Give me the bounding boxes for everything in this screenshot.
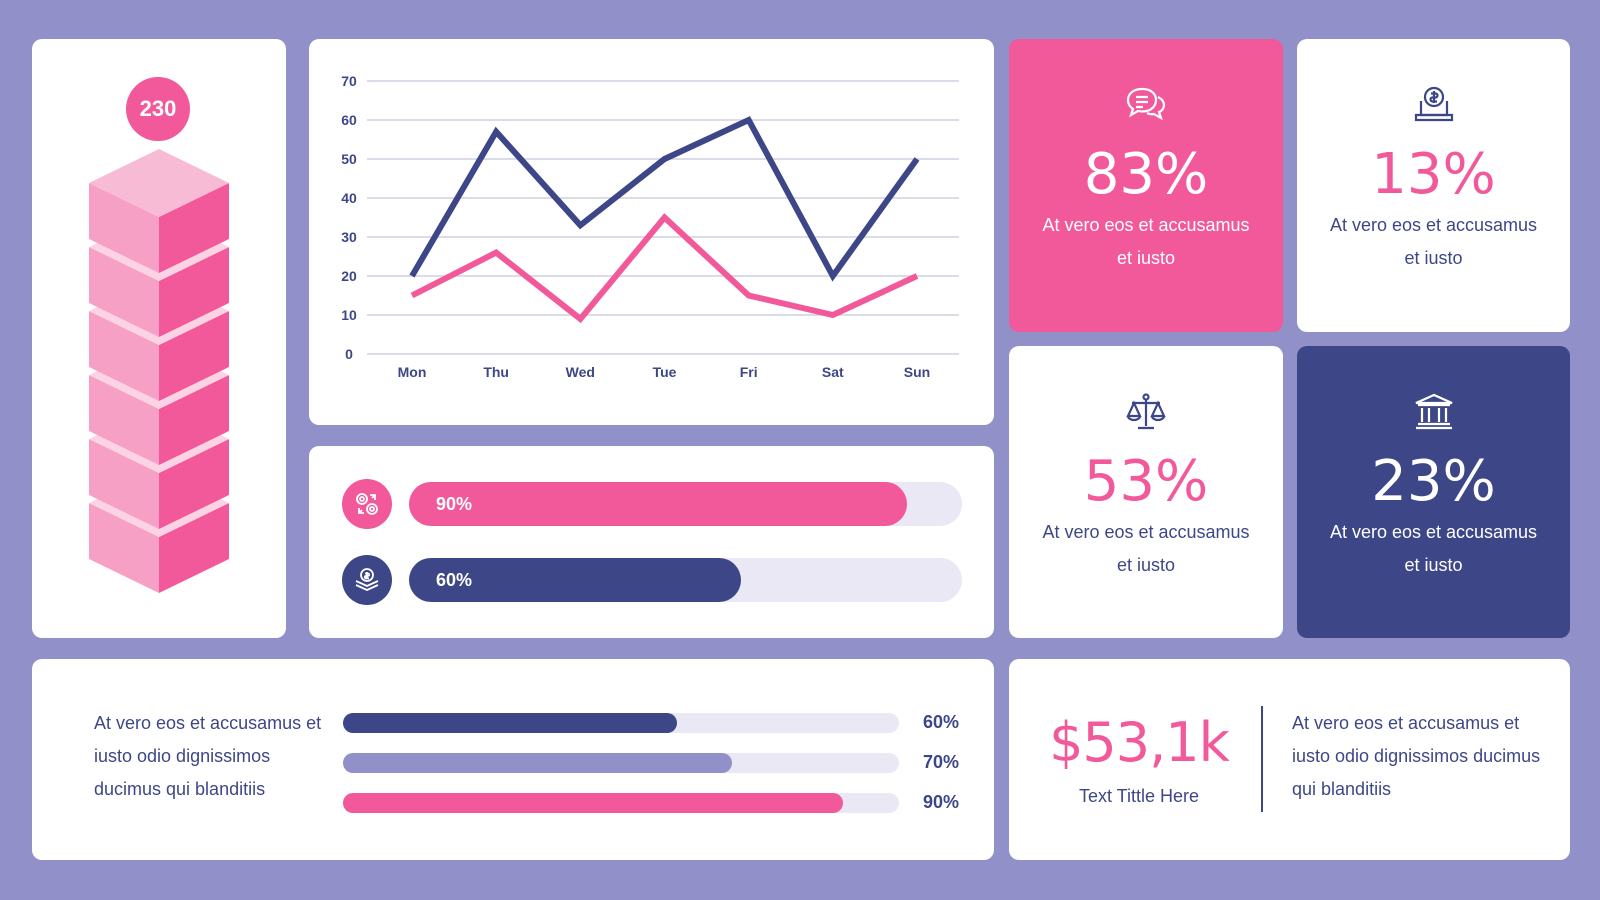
x-tick-label: Tue	[653, 364, 677, 380]
stacked-blocks-graphic	[89, 149, 229, 593]
bars-description: At vero eos et accusamus et iusto odio d…	[94, 713, 322, 799]
stat-value-1: 83%	[1083, 142, 1209, 207]
money-card: $53,1k Text Tittle Here At vero eos et a…	[1009, 659, 1570, 860]
x-tick-label: Sat	[822, 364, 844, 380]
stat-text-3: At vero eos et accusamus et iusto	[1042, 522, 1250, 575]
stat-value-2: 13%	[1371, 142, 1496, 207]
y-tick-label: 60	[341, 112, 357, 128]
stat-text-1: At vero eos et accusamus et iusto	[1042, 215, 1250, 268]
scales-icon	[1124, 390, 1168, 434]
progress-row-1: 90%	[342, 479, 962, 529]
x-tick-label: Fri	[740, 364, 758, 380]
progress-row-2: 60%	[342, 555, 962, 605]
x-tick-label: Sun	[904, 364, 930, 380]
money-value: $53,1k	[1049, 711, 1230, 774]
line-chart-card: 0 10 20 30 40 50 60 70 Mon Thu Wed Tue Fri Sat Sun	[309, 39, 994, 425]
series-line	[409, 116, 920, 282]
divider	[1261, 706, 1263, 812]
y-tick-label: 0	[345, 346, 353, 362]
y-tick-label: 20	[341, 268, 357, 284]
horizontal-bars-card: At vero eos et accusamus et iusto odio d…	[32, 659, 994, 860]
progress-track-2: 60%	[409, 558, 962, 602]
x-tick-label: Thu	[483, 364, 509, 380]
y-tick-label: 40	[341, 190, 357, 206]
line-chart: 0 10 20 30 40 50 60 70 Mon Thu Wed Tue Fri Sat Sun	[341, 73, 959, 380]
progress-card: 90% 60%	[309, 446, 994, 638]
x-tick-label: Mon	[398, 364, 427, 380]
laptop-dollar-icon	[1412, 83, 1456, 127]
money-hand-icon	[342, 555, 392, 605]
hbar-fill-1	[343, 713, 677, 733]
y-tick-label: 70	[341, 73, 357, 89]
progress-track-1: 90%	[409, 482, 962, 526]
tower-count-badge: 230	[126, 77, 190, 141]
hbar-label-1: 60%	[923, 712, 960, 732]
bank-icon	[1412, 390, 1456, 434]
chat-bubbles-icon	[1124, 83, 1168, 127]
y-tick-label: 50	[341, 151, 357, 167]
stat-text-4: At vero eos et accusamus et iusto	[1329, 522, 1538, 575]
money-label: Text Tittle Here	[1078, 786, 1200, 806]
progress-label-2: 60%	[436, 569, 473, 590]
progress-fill-1: 90%	[409, 482, 907, 526]
stat-card-1: 83% At vero eos et accusamus et iusto	[1009, 39, 1283, 332]
hbar-track-1	[343, 713, 899, 733]
money-description: At vero eos et accusamus et iusto odio d…	[1292, 713, 1541, 799]
y-tick-label: 30	[341, 229, 357, 245]
coins-exchange-icon	[342, 479, 392, 529]
stat-card-2: 13% At vero eos et accusamus et iusto	[1297, 39, 1570, 332]
tower-block	[89, 149, 229, 273]
x-tick-label: Wed	[566, 364, 595, 380]
hbar-row-2: 70%	[343, 752, 963, 775]
hbar-track-2	[343, 753, 899, 773]
hbar-fill-2	[343, 753, 733, 773]
tower-card: 230	[32, 39, 286, 638]
progress-fill-2: 60%	[409, 558, 741, 602]
hbar-row-1: 60%	[343, 712, 963, 735]
series-line	[410, 213, 919, 324]
hbar-label-3: 90%	[923, 792, 960, 812]
hbar-row-3: 90%	[343, 792, 963, 815]
hbar-track-3	[343, 793, 899, 813]
stat-value-4: 23%	[1371, 449, 1496, 514]
hbar-fill-3	[343, 793, 844, 813]
progress-label-1: 90%	[436, 493, 473, 514]
y-tick-label: 10	[341, 307, 357, 323]
stat-value-3: 53%	[1083, 449, 1209, 514]
hbar-label-2: 70%	[923, 752, 960, 772]
stat-text-2: At vero eos et accusamus et iusto	[1329, 215, 1538, 268]
stat-card-3: 53% At vero eos et accusamus et iusto	[1009, 346, 1283, 638]
stat-card-4: 23% At vero eos et accusamus et iusto	[1297, 346, 1570, 638]
